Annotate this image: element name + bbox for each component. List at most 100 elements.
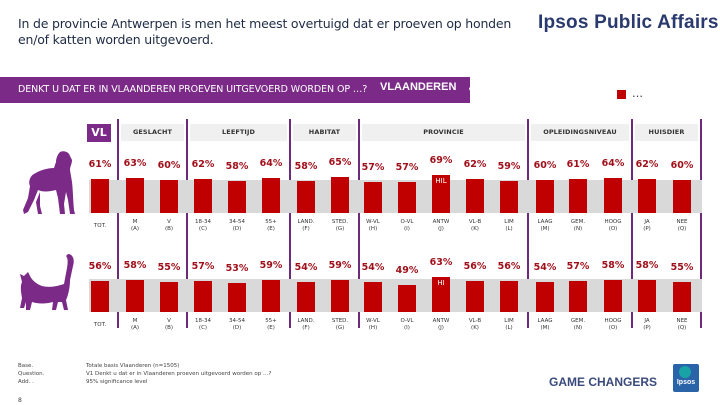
column-label: W-VL (H) (356, 318, 390, 332)
bar-honden-antw (432, 175, 450, 213)
value-label: 62% (635, 159, 659, 170)
value-label: 58% (635, 260, 659, 271)
column-label: 34-54 (D) (220, 219, 254, 233)
ipsos-logo-circle (679, 366, 691, 378)
column-name: VL-B (468, 318, 482, 324)
value-label: 64% (259, 158, 283, 169)
bar-honden-vlb (466, 179, 484, 213)
column-name: W-VL (366, 219, 380, 225)
value-label: 59% (328, 260, 352, 271)
value-label: 56% (88, 261, 112, 272)
column-label: 55+ (E) (254, 318, 288, 332)
column-code: (E) (267, 325, 275, 331)
column-code: (D) (232, 325, 242, 331)
column-label: HOOG (O) (596, 318, 630, 332)
column-code: (I) (404, 325, 410, 331)
bar-honden-tot (91, 179, 109, 213)
column-code: (O) (608, 226, 618, 232)
footer-note-value: Totale basis Vlaanderen (n=1505) (86, 363, 180, 369)
column-name: NEE (676, 318, 688, 324)
column-label: 18-34 (C) (186, 219, 220, 233)
group-header-provincie: PROVINCIE (362, 124, 525, 141)
column-name: M (132, 219, 138, 225)
value-label: 58% (601, 260, 625, 271)
column-label: V (B) (152, 219, 186, 233)
brand-logo-text: Ipsos Public Affairs (538, 12, 719, 33)
group-header-habitat: HABITAT (293, 124, 356, 141)
column-code: (F) (302, 325, 310, 331)
column-label: LAAG (M) (528, 219, 562, 233)
column-code: (K) (471, 325, 479, 331)
bar-katten-ovl (398, 285, 416, 312)
column-label: M (A) (118, 219, 152, 233)
bar-honden-v (160, 180, 178, 213)
column-code: (Q) (677, 226, 687, 232)
column-code: (N) (573, 226, 583, 232)
column-label: W-VL (H) (356, 219, 390, 233)
column-code: (G) (335, 325, 345, 331)
column-label: O-VL (I) (390, 318, 424, 332)
page-number: 8 (18, 397, 22, 404)
column-name: VL-B (468, 219, 482, 225)
footer-note-value: 95% significance level (86, 379, 148, 385)
value-label: 64% (601, 158, 625, 169)
value-band-honden (89, 180, 702, 213)
column-code: (C) (198, 226, 208, 232)
column-label: JA (P) (630, 318, 664, 332)
value-label: 54% (361, 262, 385, 273)
value-label: 57% (191, 261, 215, 272)
bar-katten-hoog (604, 280, 622, 312)
column-name: NEE (676, 219, 688, 225)
column-label: LIM (L) (492, 219, 526, 233)
column-code: (F) (302, 226, 310, 232)
column-name: STED. (331, 318, 349, 324)
column-code: (G) (335, 226, 345, 232)
value-label: 60% (670, 160, 694, 171)
column-name: 55+ (265, 219, 277, 225)
group-header-geslacht: GESLACHT (121, 124, 184, 141)
column-label: LAND. (F) (289, 219, 323, 233)
footer-note-value: V1 Denkt u dat er in Vlaanderen proeven … (86, 371, 272, 377)
column-name: 55+ (265, 318, 277, 324)
bar-katten-v (160, 282, 178, 312)
column-label: 34-54 (D) (220, 318, 254, 332)
value-label: 57% (566, 261, 590, 272)
column-name: TOT. (93, 223, 107, 229)
value-label: 65% (328, 157, 352, 168)
column-label: VL-B (K) (458, 318, 492, 332)
value-band-katten (89, 279, 702, 312)
bar-honden-laag (536, 180, 554, 213)
column-label: V (B) (152, 318, 186, 332)
significance-badge: HI (437, 279, 445, 287)
legend-label: … (632, 87, 643, 100)
column-name: LAND. (297, 318, 315, 324)
group-header-leeftijd: LEEFTIJD (190, 124, 287, 141)
dog-icon (23, 151, 75, 214)
column-name: LAAG (537, 219, 553, 225)
column-name: 18-34 (195, 318, 211, 324)
footer-note-key: Question. (18, 371, 45, 377)
bar-katten-tot (91, 281, 109, 312)
column-name: ANTW (432, 219, 450, 225)
column-name: JA (644, 318, 650, 324)
column-name: O-VL (400, 318, 414, 324)
value-label: 54% (294, 262, 318, 273)
bar-katten-wvl (364, 282, 382, 312)
bar-honden-m (126, 178, 144, 213)
value-label: 56% (497, 261, 521, 272)
column-code: (A) (130, 226, 140, 232)
column-code: (H) (368, 226, 378, 232)
column-label: TOT. (83, 322, 117, 329)
column-name: O-VL (400, 219, 414, 225)
column-code: (J) (438, 226, 444, 232)
value-label: 60% (157, 160, 181, 171)
value-label: 61% (566, 159, 590, 170)
group-divider (631, 119, 633, 328)
value-label: 55% (670, 262, 694, 273)
column-label: JA (P) (630, 219, 664, 233)
group-header-opleidingsniveau: OPLEIDINGSNIVEAU (531, 124, 629, 141)
ipsos-logo-text: Ipsos (676, 379, 696, 386)
value-label: 56% (463, 261, 487, 272)
column-name: LIM (504, 219, 514, 225)
column-name: TOT. (93, 322, 107, 328)
